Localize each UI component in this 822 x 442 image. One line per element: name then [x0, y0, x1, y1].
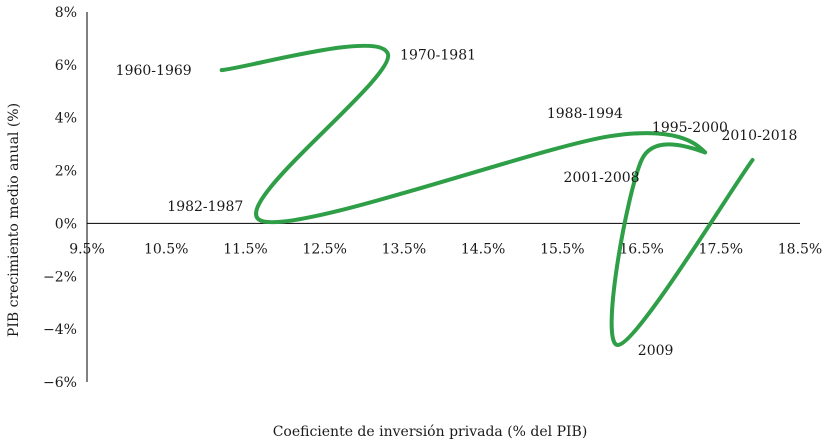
period-label: 1988-1994	[547, 106, 623, 122]
x-tick-labels: 9.5% 10.5% 11.5% 12.5% 13.5% 14.5% 15.5% 16.5% 1…	[69, 241, 822, 257]
chart-axes	[86, 12, 800, 382]
x-tick-label: 17.5%	[699, 241, 743, 257]
x-tick-label: 12.5%	[302, 241, 346, 257]
y-tick-label: 0%	[55, 216, 77, 232]
y-tick-label: 4%	[55, 111, 77, 127]
x-tick-label: 11.5%	[223, 241, 267, 257]
y-tick-label: 2%	[55, 164, 77, 180]
x-tick-label: 10.5%	[144, 241, 188, 257]
period-label: 1982-1987	[167, 199, 243, 215]
x-tick-label: 16.5%	[619, 241, 663, 257]
period-label: 2010-2018	[721, 128, 797, 144]
y-axis-title: PIB crecimiento medio anual (%)	[6, 103, 22, 337]
x-tick-label: 14.5%	[461, 241, 505, 257]
period-label: 2009	[638, 343, 674, 359]
y-tick-label: −4%	[43, 322, 77, 338]
period-label: 1995-2000	[652, 120, 728, 136]
x-axis-title: Coeficiente de inversión privada (% del …	[273, 424, 588, 440]
y-tick-label: 8%	[55, 5, 77, 21]
y-tick-labels: 8% 6% 4% 2% 0% −2% −4% −6%	[43, 5, 77, 391]
period-label: 1960-1969	[116, 63, 192, 79]
period-labels: 1960-1969 1970-1981 1982-1987 1988-1994 1995…	[116, 47, 798, 359]
series-line	[219, 43, 755, 347]
y-tick-label: −6%	[43, 375, 77, 391]
x-tick-label: 9.5%	[69, 241, 105, 257]
x-tick-label: 15.5%	[540, 241, 584, 257]
period-label: 1970-1981	[400, 47, 476, 63]
x-tick-label: 13.5%	[382, 241, 426, 257]
period-label: 2001-2008	[564, 170, 640, 186]
y-tick-label: 6%	[55, 58, 77, 74]
x-tick-label: 18.5%	[778, 241, 822, 257]
y-tick-label: −2%	[43, 269, 77, 285]
